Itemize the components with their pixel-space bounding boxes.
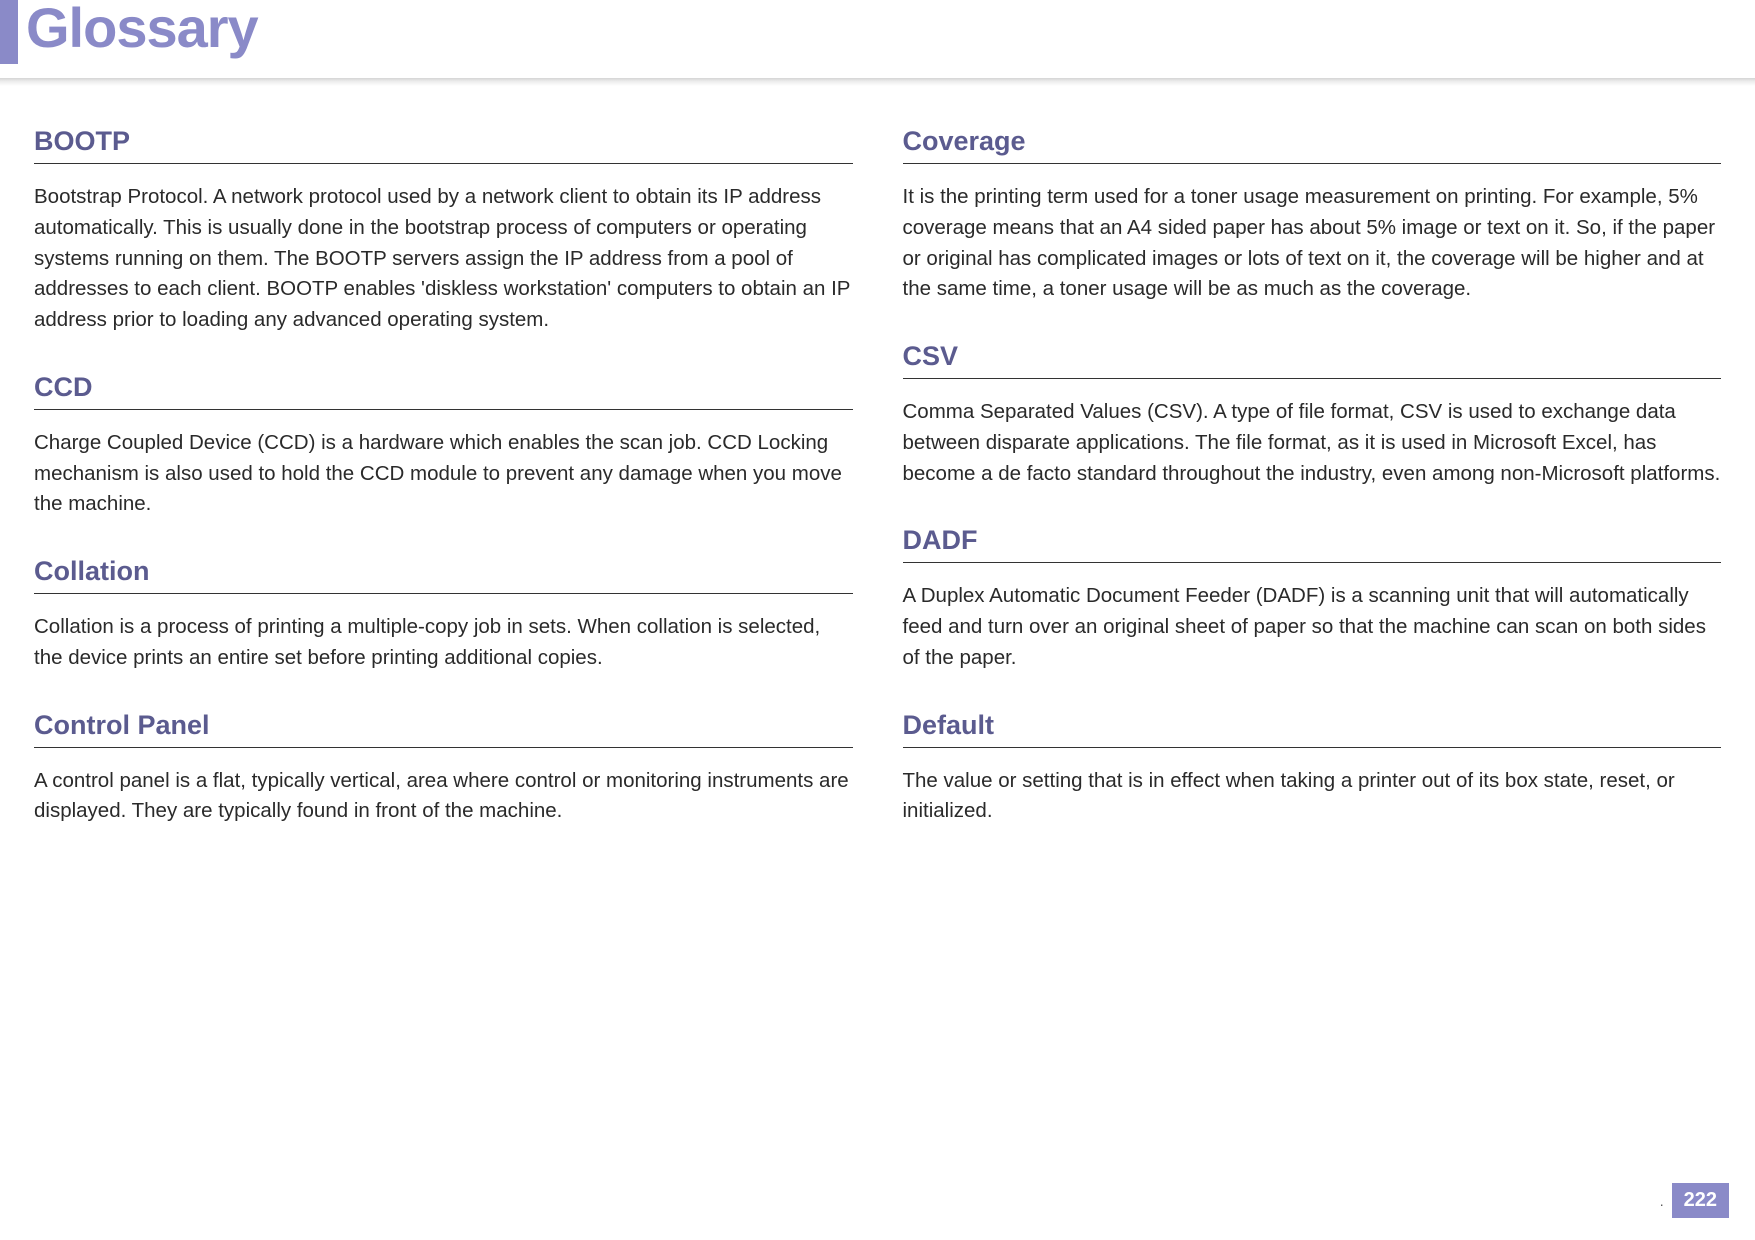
- glossary-term: Default: [903, 710, 1722, 748]
- glossary-entry: Collation Collation is a process of prin…: [34, 556, 853, 674]
- header-underline: [0, 78, 1755, 86]
- glossary-term: DADF: [903, 525, 1722, 563]
- glossary-term: Control Panel: [34, 710, 853, 748]
- glossary-definition: The value or setting that is in effect w…: [903, 766, 1722, 828]
- accent-block: [0, 0, 18, 64]
- glossary-definition: Collation is a process of printing a mul…: [34, 612, 853, 674]
- glossary-entry: CCD Charge Coupled Device (CCD) is a har…: [34, 372, 853, 520]
- glossary-definition: Bootstrap Protocol. A network protocol u…: [34, 182, 853, 336]
- content-area: BOOTP Bootstrap Protocol. A network prot…: [0, 78, 1755, 863]
- footer-dot: .: [1660, 1193, 1664, 1209]
- glossary-entry: Control Panel A control panel is a flat,…: [34, 710, 853, 828]
- glossary-definition: A Duplex Automatic Document Feeder (DADF…: [903, 581, 1722, 673]
- glossary-definition: It is the printing term used for a toner…: [903, 182, 1722, 305]
- glossary-entry: CSV Comma Separated Values (CSV). A type…: [903, 341, 1722, 489]
- right-column: Coverage It is the printing term used fo…: [903, 126, 1722, 863]
- page-number: 222: [1672, 1183, 1729, 1218]
- glossary-definition: Comma Separated Values (CSV). A type of …: [903, 397, 1722, 489]
- glossary-definition: Charge Coupled Device (CCD) is a hardwar…: [34, 428, 853, 520]
- page-footer: . 222: [1660, 1183, 1729, 1218]
- glossary-entry: BOOTP Bootstrap Protocol. A network prot…: [34, 126, 853, 336]
- left-column: BOOTP Bootstrap Protocol. A network prot…: [34, 126, 853, 863]
- glossary-entry: Coverage It is the printing term used fo…: [903, 126, 1722, 305]
- glossary-entry: Default The value or setting that is in …: [903, 710, 1722, 828]
- glossary-term: BOOTP: [34, 126, 853, 164]
- page-header: Glossary: [0, 0, 1755, 78]
- glossary-term: CCD: [34, 372, 853, 410]
- glossary-definition: A control panel is a flat, typically ver…: [34, 766, 853, 828]
- glossary-term: CSV: [903, 341, 1722, 379]
- glossary-entry: DADF A Duplex Automatic Document Feeder …: [903, 525, 1722, 673]
- glossary-term: Coverage: [903, 126, 1722, 164]
- glossary-term: Collation: [34, 556, 853, 594]
- page-title: Glossary: [26, 0, 258, 56]
